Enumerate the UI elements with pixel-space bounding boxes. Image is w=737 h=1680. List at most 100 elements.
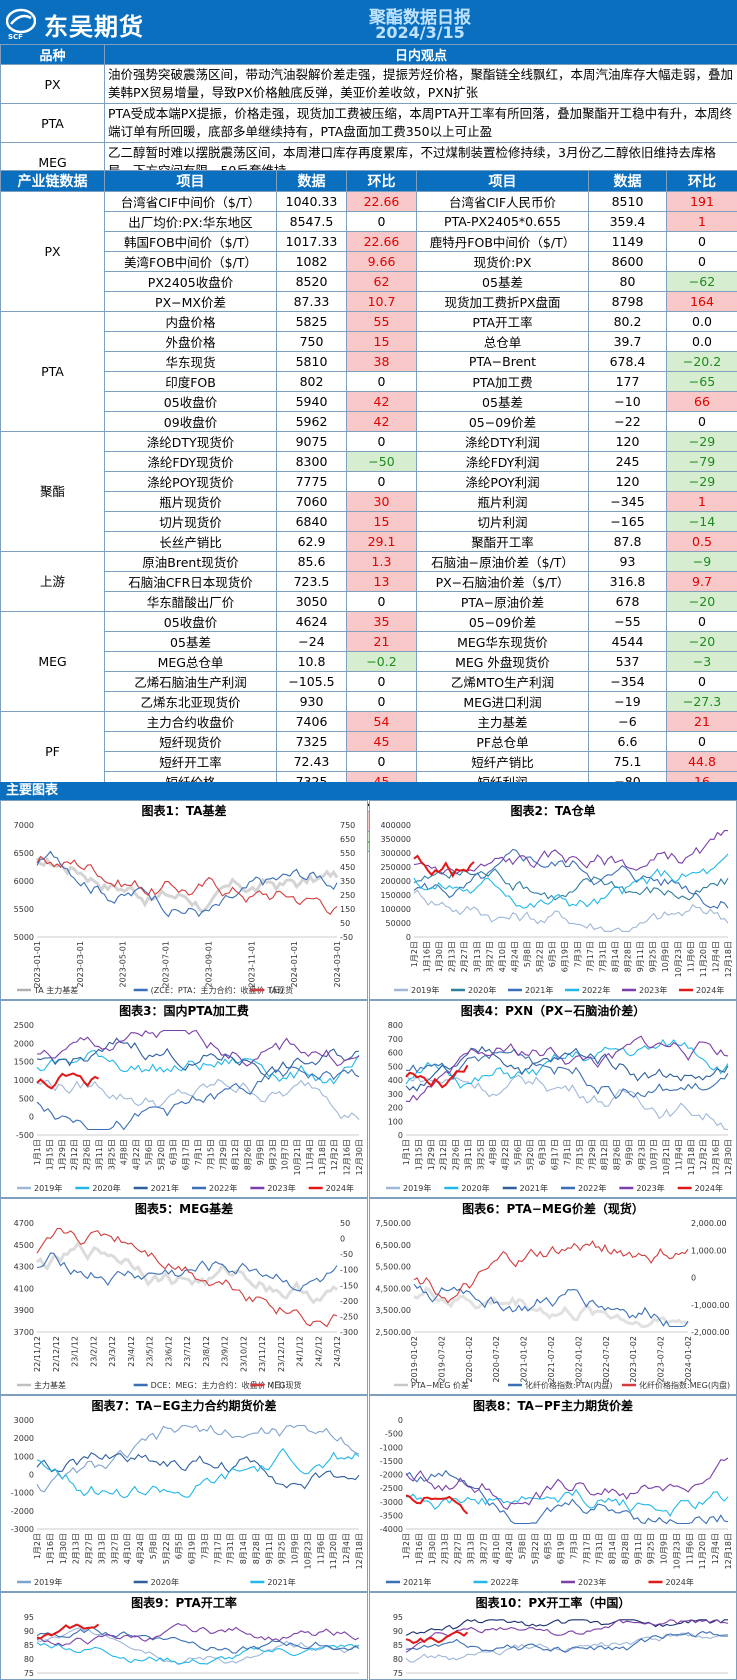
item-change: 44.8 xyxy=(666,751,737,772)
legend-label: (ZCE：PTA：主力合约：收盘价（日） xyxy=(151,985,289,995)
legend-item: 2022年 xyxy=(473,1577,519,1587)
legend-item: 2023年 xyxy=(622,985,667,995)
series-line xyxy=(413,848,729,909)
x-tick-label: 6月17日 xyxy=(551,1139,560,1170)
chart-title: 图表8：TA−PF主力期货价差 xyxy=(473,1399,633,1413)
table-row: 印度FOB 802 0 PTA加工费 177 −65 xyxy=(1,371,737,392)
item-change: 45 xyxy=(346,731,417,752)
y-tick-label: 4700 xyxy=(14,1219,34,1228)
y2-tick-label: -300 xyxy=(340,1328,358,1337)
x-tick-label: 5月22日 xyxy=(162,1533,171,1564)
series-line xyxy=(405,1488,729,1517)
y-tick-label: -4000 xyxy=(380,1525,403,1534)
item-change: 10.7 xyxy=(346,291,417,312)
data-col-header: 环比 xyxy=(666,170,737,192)
y-tick-label: -1000 xyxy=(380,1443,403,1452)
x-tick-label: 7月31日 xyxy=(598,941,607,972)
item-name: 涤纶DTY现货价 xyxy=(104,431,277,452)
y-tick-label: 6,500.00 xyxy=(375,1241,411,1250)
item-name: 美湾FOB中间价（$/T） xyxy=(104,251,277,272)
x-tick-label: 8月28日 xyxy=(252,1533,261,1564)
x-tick-label: 11月6日 xyxy=(685,1533,694,1564)
x-tick-label: 2月27日 xyxy=(85,1533,94,1564)
x-tick-label: 5月6日 xyxy=(144,1139,153,1165)
y2-tick-label: -150 xyxy=(340,1281,358,1290)
item-value: 723.5 xyxy=(276,571,347,592)
view-text: 油价强势突破震荡区间，带动汽油裂解价差走强，提振芳烃价格，聚酯链全线飘红，本周汽… xyxy=(104,64,737,104)
x-tick-label: 2月12日 xyxy=(70,1139,79,1170)
item-name: 09收盘价 xyxy=(104,411,277,432)
item-value: 8798 xyxy=(588,291,667,312)
x-tick-label: 8月26日 xyxy=(244,1139,253,1170)
legend-label: 2019年 xyxy=(34,1183,62,1193)
y-tick-label: 4300 xyxy=(14,1263,34,1272)
item-value: 10.8 xyxy=(276,651,347,672)
item-value: 5810 xyxy=(276,351,347,372)
item-value: 678 xyxy=(588,591,667,612)
x-tick-label: 8月14日 xyxy=(608,1533,617,1564)
item-name: PTA开工率 xyxy=(416,311,589,332)
chart-panel: 图表9：PTA开工率 95 90 85 80 75 xyxy=(0,1592,368,1680)
legend-item: 2020年 xyxy=(444,1183,490,1193)
item-value: 120 xyxy=(588,431,667,452)
group-name: PX xyxy=(0,191,105,312)
legend-label: 2019年 xyxy=(411,985,439,995)
x-tick-label: 23/2/12 xyxy=(89,1336,98,1367)
item-change: 13 xyxy=(346,571,417,592)
item-name: PTA加工费 xyxy=(416,371,589,392)
item-value: −10 xyxy=(588,391,667,412)
x-tick-label: 7月17日 xyxy=(582,1533,591,1564)
y-tick-label: 500 xyxy=(19,1094,34,1103)
x-tick-label: 10月23日 xyxy=(674,941,683,977)
x-tick-label: 23/6/12 xyxy=(164,1336,173,1367)
series-line xyxy=(36,1627,360,1665)
item-value: 8547.5 xyxy=(276,211,347,232)
legend-label: 2023年 xyxy=(636,1183,664,1193)
x-tick-label: 2023-03-01 xyxy=(76,941,85,988)
series-line xyxy=(36,1050,360,1085)
item-name: 瓶片利润 xyxy=(416,491,589,512)
y2-tick-label: -2,000.00 xyxy=(691,1328,730,1337)
x-tick-label: 2月26日 xyxy=(452,1139,461,1170)
x-tick-label: 12月18日 xyxy=(724,1533,733,1569)
item-value: 62.9 xyxy=(276,531,347,552)
chart-panel: 图表10：PX开工率（中国） 95 90 85 80 75 xyxy=(369,1592,737,1680)
y-tick-label: 90 xyxy=(24,1627,34,1636)
y-tick-label: 50000 xyxy=(386,919,411,928)
x-tick-label: 5月8日 xyxy=(523,941,532,967)
item-name: 短纤现货价 xyxy=(104,731,277,752)
x-tick-label: 1月2日 xyxy=(410,941,419,967)
legend-item: 2023年 xyxy=(619,1183,665,1193)
legend-item: 2021年 xyxy=(133,1183,179,1193)
y-tick-label: 350000 xyxy=(380,835,411,844)
y2-tick-label: -200 xyxy=(340,1297,358,1306)
x-tick-label: 12月4日 xyxy=(711,1533,720,1564)
views-header-row: 品种 日内观点 xyxy=(0,44,737,65)
x-tick-label: 2020-07-02 xyxy=(492,1336,501,1383)
series-line xyxy=(405,1469,729,1525)
table-row: 乙烯石脑油生产利润 −105.5 0 乙烯MTO生产利润 −354 0 xyxy=(1,671,737,692)
y-tick-label: 1500 xyxy=(14,1058,34,1067)
legend-label: 2021年 xyxy=(151,1183,179,1193)
series-line xyxy=(405,1630,469,1645)
x-tick-label: 12月16日 xyxy=(712,1139,721,1175)
item-name: 华东现货 xyxy=(104,351,277,372)
item-value: 1082 xyxy=(276,251,347,272)
item-value: 4544 xyxy=(588,631,667,652)
y-tick-label: 2500 xyxy=(14,1021,34,1030)
legend-item: TA现货 xyxy=(250,985,293,995)
y-tick-label: -1000 xyxy=(11,1489,34,1498)
y2-tick-label: 2,000.00 xyxy=(691,1219,727,1228)
x-tick-label: 23/5/12 xyxy=(146,1336,155,1367)
x-tick-label: 2月12日 xyxy=(439,1139,448,1170)
series-line xyxy=(35,857,339,914)
item-change: 0.0 xyxy=(666,311,737,332)
chart-plot: 0 -500 -1000 -1500 -2000 -2500 -3000 -3500 -4000… xyxy=(380,1416,733,1587)
legend-item: 2024年 xyxy=(679,985,724,995)
item-change: 0 xyxy=(666,731,737,752)
legend-label: 2020年 xyxy=(151,1577,179,1587)
y-tick-label: -500 xyxy=(385,1430,403,1439)
y2-tick-label: 350 xyxy=(340,877,355,886)
series-line xyxy=(413,868,729,901)
data-col-header: 产业链数据 xyxy=(0,170,105,192)
